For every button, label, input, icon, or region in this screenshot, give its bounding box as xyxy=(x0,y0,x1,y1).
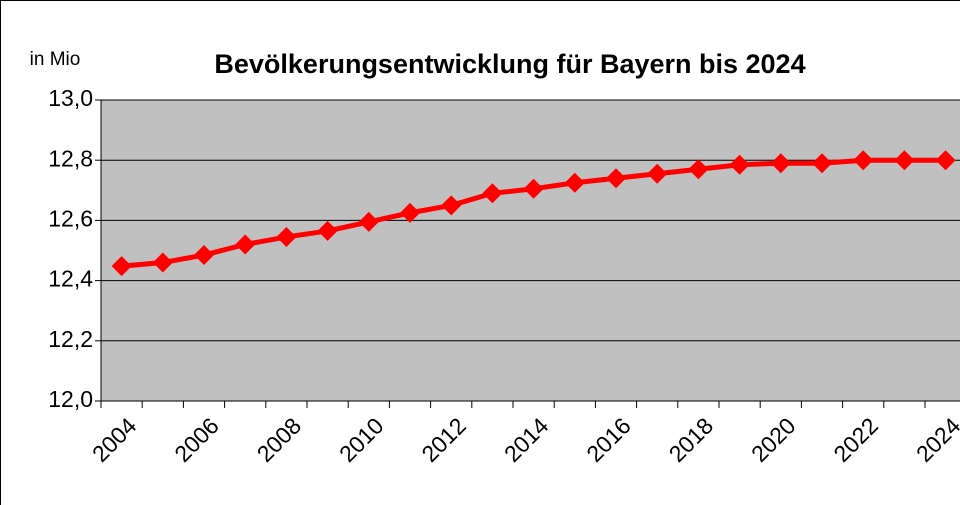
data-point xyxy=(276,226,297,247)
data-point xyxy=(564,172,585,193)
data-point xyxy=(935,150,956,171)
data-point xyxy=(317,220,338,241)
data-point xyxy=(235,234,256,255)
data-point xyxy=(111,256,132,277)
data-point xyxy=(688,159,709,180)
data-point xyxy=(194,245,214,266)
data-point xyxy=(400,202,420,223)
y-tick-label: 12,4 xyxy=(48,266,93,292)
data-point xyxy=(770,153,791,174)
data-point xyxy=(358,211,379,232)
data-point xyxy=(853,150,874,171)
data-point xyxy=(152,252,173,273)
y-tick-label: 12,6 xyxy=(48,205,93,231)
data-point xyxy=(729,154,750,175)
y-tick-label: 12,8 xyxy=(48,145,93,171)
data-point xyxy=(441,195,462,216)
data-point xyxy=(523,178,544,199)
data-point xyxy=(606,168,626,189)
data-point xyxy=(894,150,915,171)
chart-title: Bevölkerungsentwicklung für Bayern bis 2… xyxy=(214,49,805,79)
data-point xyxy=(647,163,668,184)
y-tick-label: 12,2 xyxy=(48,326,93,352)
data-point xyxy=(482,183,503,204)
y-tick-label: 13,0 xyxy=(48,85,93,111)
y-tick-label: 12,0 xyxy=(48,386,93,412)
data-point xyxy=(812,153,832,174)
y-axis-label: in Mio xyxy=(30,49,81,70)
